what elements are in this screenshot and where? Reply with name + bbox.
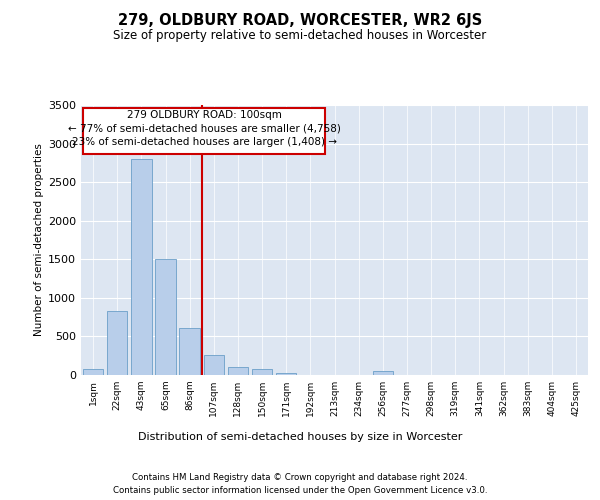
- Text: Contains HM Land Registry data © Crown copyright and database right 2024.: Contains HM Land Registry data © Crown c…: [132, 472, 468, 482]
- Bar: [83, 108, 325, 154]
- Text: ← 77% of semi-detached houses are smaller (4,758): ← 77% of semi-detached houses are smalle…: [68, 124, 341, 134]
- Bar: [373, 371, 393, 375]
- Text: Size of property relative to semi-detached houses in Worcester: Size of property relative to semi-detach…: [113, 29, 487, 42]
- Bar: [276, 372, 296, 375]
- Bar: [252, 369, 272, 375]
- Text: Distribution of semi-detached houses by size in Worcester: Distribution of semi-detached houses by …: [138, 432, 462, 442]
- Text: 279 OLDBURY ROAD: 100sqm: 279 OLDBURY ROAD: 100sqm: [127, 110, 281, 120]
- Bar: [179, 328, 200, 375]
- Bar: [203, 355, 224, 375]
- Text: 23% of semi-detached houses are larger (1,408) →: 23% of semi-detached houses are larger (…: [71, 137, 337, 147]
- Text: Contains public sector information licensed under the Open Government Licence v3: Contains public sector information licen…: [113, 486, 487, 495]
- Y-axis label: Number of semi-detached properties: Number of semi-detached properties: [34, 144, 44, 336]
- Bar: [227, 366, 248, 375]
- Text: 279, OLDBURY ROAD, WORCESTER, WR2 6JS: 279, OLDBURY ROAD, WORCESTER, WR2 6JS: [118, 12, 482, 28]
- Bar: [83, 369, 103, 375]
- Bar: [107, 311, 127, 375]
- Bar: [155, 258, 176, 375]
- Bar: [131, 159, 152, 375]
